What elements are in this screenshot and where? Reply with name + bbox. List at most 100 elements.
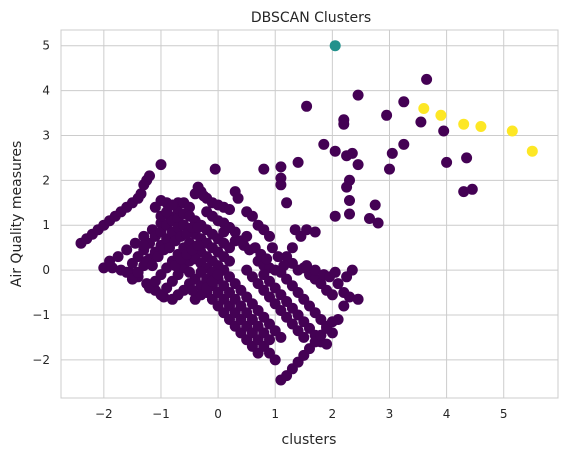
data-point [321,338,333,350]
x-tick-label: −1 [152,407,170,421]
y-tick-labels: −2 −1 0 1 2 3 4 5 [32,39,50,367]
y-tick-label: −2 [32,353,50,367]
data-point [326,316,338,328]
data-point [266,242,278,254]
data-point [309,226,321,238]
data-point [344,208,355,220]
data-point [121,244,133,256]
data-point [384,163,395,175]
data-point [301,100,313,112]
data-point [309,264,321,276]
data-point [246,210,258,222]
y-tick-label: 5 [42,39,50,53]
data-point [275,161,287,173]
data-point [224,255,235,267]
data-point [281,197,293,209]
data-point [369,199,381,211]
data-point [372,217,384,229]
data-point [441,156,453,168]
data-point [138,239,150,251]
data-point [144,170,155,182]
data-point [209,163,221,175]
data-point [261,253,273,265]
plot-frame [60,29,559,399]
data-point [172,289,184,301]
data-point [352,89,364,101]
data-point [438,125,450,137]
y-tick-label: 0 [42,263,50,277]
data-point [301,260,313,272]
data-point [224,242,235,254]
data-point [344,291,355,303]
x-tick-label: 4 [443,407,451,421]
data-point [338,300,350,312]
data-point [258,163,270,175]
data-point [269,354,281,366]
data-point [318,138,330,150]
data-point [466,183,478,195]
x-tick-labels: −2 −1 0 1 2 3 4 5 [95,407,508,421]
data-point [329,40,341,52]
data-point [341,271,353,283]
data-point [435,109,447,121]
y-tick-label: 1 [42,218,50,232]
data-point [298,331,310,343]
cluster-series-0 [75,73,478,386]
data-point [135,188,147,200]
data-point [329,145,341,157]
data-point [418,103,430,114]
x-tick-label: −2 [95,407,113,421]
data-point [149,201,161,213]
x-tick-label: 0 [214,407,222,421]
data-point [461,152,473,164]
data-point [192,222,204,233]
x-tick-label: 3 [386,407,394,421]
data-point [398,96,410,108]
data-point [329,266,341,278]
x-axis-title: clusters [282,432,337,448]
data-point [275,331,287,343]
x-tick-label: 2 [329,407,337,421]
data-point [155,159,167,171]
data-point [526,145,538,157]
data-point [301,224,313,236]
data-point [329,210,341,222]
data-point [381,109,393,121]
data-point [332,278,344,290]
data-point [346,147,358,159]
y-tick-label: 2 [42,173,50,187]
data-points [75,40,538,386]
x-tick-label: 1 [271,407,279,421]
data-point [415,116,427,128]
data-point [398,138,410,150]
data-point [344,195,355,206]
data-point [264,230,275,242]
data-point [275,179,287,191]
data-point [224,204,235,215]
data-point [364,213,375,224]
data-point [186,284,198,296]
data-point [129,237,141,249]
data-point [352,293,364,305]
data-point [341,181,353,193]
chart-title: DBSCAN Clusters [251,10,371,26]
data-point [272,251,284,263]
data-point [232,192,244,204]
data-point [146,260,158,272]
data-point [458,186,470,198]
data-point [278,260,290,272]
y-tick-label: −1 [32,308,50,322]
data-point [421,73,433,85]
y-axis-title: Air Quality measures [9,141,25,288]
data-point [475,121,487,132]
data-point [241,230,253,242]
data-point [166,199,178,211]
data-point [338,118,350,130]
data-point [224,222,235,233]
data-point [386,147,398,159]
data-point [112,251,124,263]
data-point [506,125,518,137]
x-tick-label: 5 [500,407,508,421]
